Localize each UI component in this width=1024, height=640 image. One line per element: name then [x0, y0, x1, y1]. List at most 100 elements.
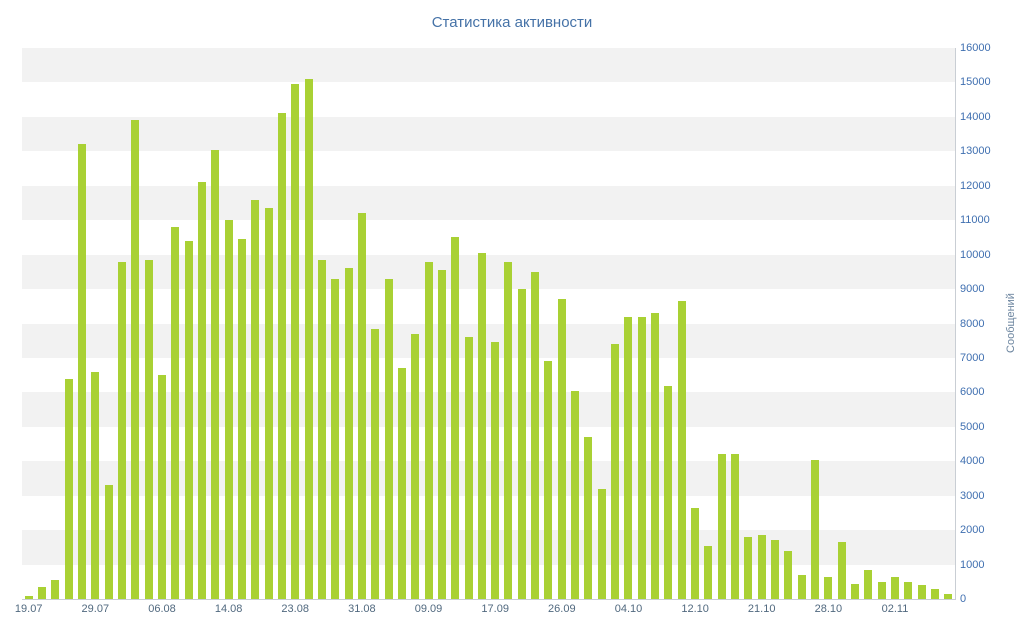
bar[interactable] — [944, 593, 953, 599]
bar[interactable] — [517, 289, 526, 599]
bar[interactable] — [504, 261, 513, 599]
bar[interactable] — [24, 595, 33, 599]
bar[interactable] — [344, 268, 353, 599]
x-axis-tick-label: 09.09 — [414, 603, 443, 615]
bar[interactable] — [77, 144, 86, 599]
bar[interactable] — [571, 390, 580, 599]
bar[interactable] — [704, 545, 713, 599]
bar[interactable] — [611, 344, 620, 599]
bar[interactable] — [837, 542, 846, 599]
bar[interactable] — [917, 585, 926, 599]
x-axis-labels: 19.07 29.07 06.08 14.08 23.08 31.08 09.09 17.09… — [15, 603, 955, 619]
x-axis-tick-label: 29.07 — [81, 603, 110, 615]
y-axis-tick-label: 16000 — [960, 42, 991, 54]
x-axis-tick-label: 14.08 — [214, 603, 243, 615]
bar[interactable] — [651, 313, 660, 599]
bar[interactable] — [264, 208, 273, 599]
bar[interactable] — [851, 583, 860, 599]
plot-area — [22, 48, 956, 600]
y-axis-tick-label: 1000 — [960, 558, 985, 571]
x-axis-tick-label: 12.10 — [681, 603, 709, 615]
bar[interactable] — [891, 576, 900, 599]
x-axis-tick-label: 21.10 — [747, 603, 776, 615]
x-axis-tick-label: 19.07 — [14, 603, 43, 615]
bar[interactable] — [237, 239, 246, 599]
bar[interactable] — [717, 454, 726, 599]
bar[interactable] — [277, 113, 286, 599]
bar[interactable] — [477, 252, 486, 599]
grid-band — [22, 185, 955, 221]
bar[interactable] — [64, 378, 73, 599]
bar[interactable] — [117, 261, 126, 599]
y-axis-tick-label: 9000 — [960, 283, 985, 296]
bar[interactable] — [544, 361, 553, 599]
x-axis-tick-label: 26.09 — [548, 603, 576, 615]
bar[interactable] — [251, 199, 260, 599]
x-axis-tick-label: 04.10 — [614, 603, 643, 615]
bar[interactable] — [331, 278, 340, 599]
bar[interactable] — [197, 182, 206, 599]
bar[interactable] — [744, 537, 753, 599]
x-axis-tick-label: 06.08 — [148, 603, 176, 615]
bar[interactable] — [757, 535, 766, 599]
bar[interactable] — [824, 576, 833, 599]
bar[interactable] — [624, 316, 633, 599]
bar[interactable] — [811, 459, 820, 599]
bar[interactable] — [437, 270, 446, 599]
y-axis-tick-label: 6000 — [960, 386, 985, 399]
bar[interactable] — [584, 437, 593, 599]
bar[interactable] — [131, 120, 140, 599]
bar[interactable] — [677, 301, 686, 599]
y-axis-tick-label: 10000 — [960, 248, 991, 261]
bar[interactable] — [637, 316, 646, 599]
grid-band — [22, 116, 955, 152]
bar[interactable] — [317, 259, 326, 599]
bar[interactable] — [424, 261, 433, 599]
y-axis-labels: 0 1000 2000 3000 4000 5000 6000 7000 8000 9000 100… — [960, 42, 1020, 605]
bar[interactable] — [357, 213, 366, 599]
bar[interactable] — [797, 574, 806, 599]
y-axis-tick-label: 7000 — [960, 351, 985, 364]
bar[interactable] — [104, 485, 113, 599]
y-axis-tick-label: 3000 — [960, 489, 985, 502]
bar[interactable] — [864, 569, 873, 599]
bar[interactable] — [291, 84, 300, 599]
grid-band — [22, 48, 955, 83]
bar[interactable] — [731, 454, 740, 599]
bar[interactable] — [451, 237, 460, 599]
bar[interactable] — [464, 337, 473, 599]
bar[interactable] — [51, 580, 60, 599]
bar[interactable] — [171, 227, 180, 599]
y-axis-tick-label: 2000 — [960, 524, 985, 537]
bar[interactable] — [557, 299, 566, 599]
chart-title: Статистика активности — [431, 14, 593, 31]
x-axis-tick-label: 28.10 — [814, 603, 843, 615]
bar[interactable] — [531, 271, 540, 599]
bar[interactable] — [784, 550, 793, 599]
bar[interactable] — [144, 259, 153, 599]
bar[interactable] — [37, 586, 46, 599]
y-axis-tick-label: 12000 — [960, 179, 991, 192]
bar[interactable] — [157, 375, 166, 599]
y-axis-tick-label: 14000 — [960, 110, 991, 123]
x-axis-tick-label: 31.08 — [348, 603, 376, 615]
bar[interactable] — [397, 368, 406, 599]
bar[interactable] — [304, 79, 313, 599]
bar[interactable] — [771, 540, 780, 599]
bar[interactable] — [691, 507, 700, 599]
x-axis-tick-label: 02.11 — [881, 603, 909, 615]
bar[interactable] — [931, 588, 939, 599]
bar[interactable] — [904, 581, 913, 599]
bar[interactable] — [877, 581, 886, 599]
bar[interactable] — [184, 240, 193, 599]
bar[interactable] — [411, 333, 420, 599]
bar[interactable] — [597, 488, 606, 599]
bar[interactable] — [91, 371, 100, 599]
bar[interactable] — [211, 149, 220, 599]
bar[interactable] — [491, 342, 500, 599]
bar[interactable] — [371, 328, 380, 599]
bar[interactable] — [224, 220, 233, 599]
bar[interactable] — [384, 278, 393, 599]
bar[interactable] — [664, 385, 673, 599]
